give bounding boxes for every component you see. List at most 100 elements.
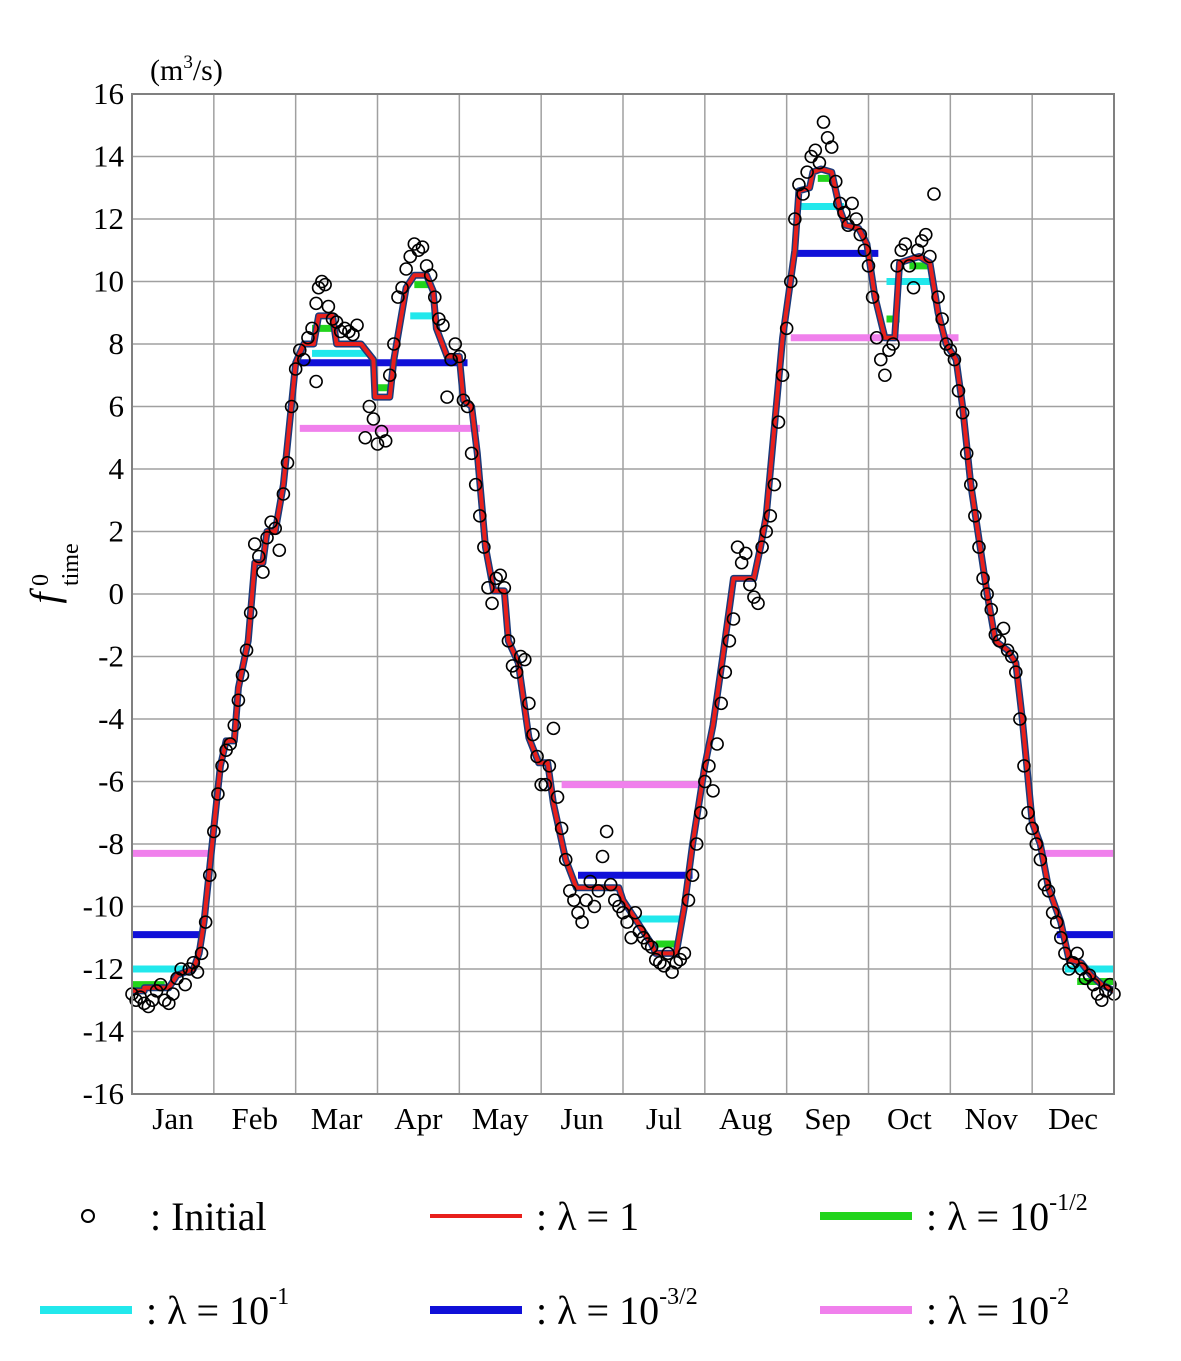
initial-point — [223, 737, 237, 751]
initial-point — [129, 993, 143, 1008]
initial-point — [311, 280, 326, 295]
initial-point — [624, 930, 638, 945]
initial-point — [395, 280, 409, 295]
initial-point — [980, 587, 994, 601]
initial-point — [190, 965, 205, 979]
initial-point — [399, 262, 413, 276]
x-tick-label: Mar — [311, 1101, 363, 1136]
initial-point — [166, 987, 180, 1001]
legend-label: : Initial — [150, 1194, 267, 1239]
legend-entry-lam_m2: : λ = 10-2 — [820, 1284, 1069, 1333]
initial-point — [509, 665, 524, 679]
initial-point — [685, 868, 700, 883]
initial-point — [366, 412, 381, 426]
initial-point — [315, 274, 329, 289]
initial-point — [698, 774, 712, 789]
initial-point — [849, 212, 864, 226]
initial-point — [318, 277, 332, 292]
legend-entry-lam_m05: : λ = 10-1/2 — [820, 1190, 1088, 1239]
plot-frame — [131, 93, 1115, 1095]
initial-point — [309, 296, 323, 311]
unit-label: (m3/s) — [150, 52, 223, 87]
x-tick-label: Jan — [152, 1101, 194, 1136]
initial-point — [984, 602, 999, 617]
initial-point — [178, 977, 192, 992]
initial-point — [215, 759, 229, 773]
initial-point — [796, 187, 810, 201]
legend-label: : λ = 1 — [536, 1194, 639, 1239]
legend: : Initial : λ = 1 : λ = 10-1/2 : λ = 10-1 : … — [40, 1190, 1088, 1333]
legend-label: : λ = 10-1 — [146, 1284, 289, 1333]
initial-point — [1029, 837, 1044, 851]
initial-point — [207, 824, 221, 839]
initial-point — [898, 237, 913, 251]
initial-point — [370, 437, 385, 451]
y-axis-label: f 0 time — [22, 543, 84, 603]
legend-entry-lam1: : λ = 1 — [430, 1194, 639, 1239]
x-tick-labels: Jan Feb Mar Apr May Jun Jul Aug Sep Oct Nov Dec — [152, 1101, 1098, 1136]
initial-point — [534, 777, 548, 792]
initial-point — [526, 727, 540, 742]
initial-point — [702, 759, 716, 773]
unit-label-a: (m — [150, 54, 183, 87]
grid-lines — [132, 94, 1114, 1094]
initial-point — [751, 596, 765, 611]
initial-point — [1017, 759, 1031, 773]
initial-point — [1054, 930, 1068, 945]
initial-point — [575, 915, 589, 929]
initial-point — [824, 140, 839, 154]
initial-point — [591, 884, 606, 898]
initial-point — [755, 540, 769, 554]
y-tick-label: -8 — [98, 826, 124, 861]
initial-point — [783, 274, 798, 289]
initial-point — [1013, 712, 1027, 726]
initial-point — [865, 290, 880, 304]
initial-point — [603, 877, 618, 892]
initial-point — [1021, 805, 1035, 820]
initial-point — [444, 352, 458, 367]
initial-point — [256, 565, 270, 579]
legend-label: : λ = 10-3/2 — [536, 1284, 698, 1333]
initial-point — [513, 649, 528, 664]
initial-point — [935, 312, 949, 326]
x-tick-label: Jul — [646, 1101, 682, 1136]
initial-point — [1004, 649, 1019, 664]
initial-point — [362, 399, 377, 414]
initial-point — [710, 737, 724, 751]
y-tick-label: -10 — [83, 889, 124, 924]
initial-point — [309, 374, 323, 389]
initial-point — [788, 212, 802, 226]
initial-point — [878, 368, 892, 383]
initial-point — [1008, 665, 1023, 679]
y-tick-label: -16 — [83, 1076, 124, 1111]
initial-point — [669, 955, 683, 970]
initial-point — [927, 187, 941, 201]
initial-point — [157, 993, 172, 1008]
y-tick-label: 4 — [109, 451, 125, 486]
y-tick-label: 6 — [109, 389, 125, 424]
initial-point — [337, 321, 352, 336]
initial-point — [767, 477, 782, 492]
initial-point — [693, 805, 708, 820]
initial-point — [284, 399, 299, 414]
initial-point — [235, 668, 250, 683]
initial-point — [436, 318, 450, 333]
initial-point — [501, 634, 516, 648]
initial-point — [280, 455, 295, 470]
x-tick-label: Nov — [965, 1101, 1019, 1136]
initial-point — [628, 905, 643, 920]
initial-point — [542, 759, 557, 773]
initial-point — [677, 946, 692, 961]
initial-point — [775, 368, 790, 383]
initial-point — [198, 915, 213, 929]
initial-points — [125, 115, 1121, 1014]
initial-point — [963, 477, 978, 492]
initial-point — [959, 446, 974, 461]
initial-point — [902, 259, 917, 273]
initial-point — [350, 318, 364, 333]
initial-point — [211, 787, 225, 801]
y-tick-label: 0 — [109, 576, 125, 611]
initial-point — [599, 824, 614, 839]
y-tick-label: -6 — [98, 764, 124, 799]
initial-point — [583, 874, 598, 889]
